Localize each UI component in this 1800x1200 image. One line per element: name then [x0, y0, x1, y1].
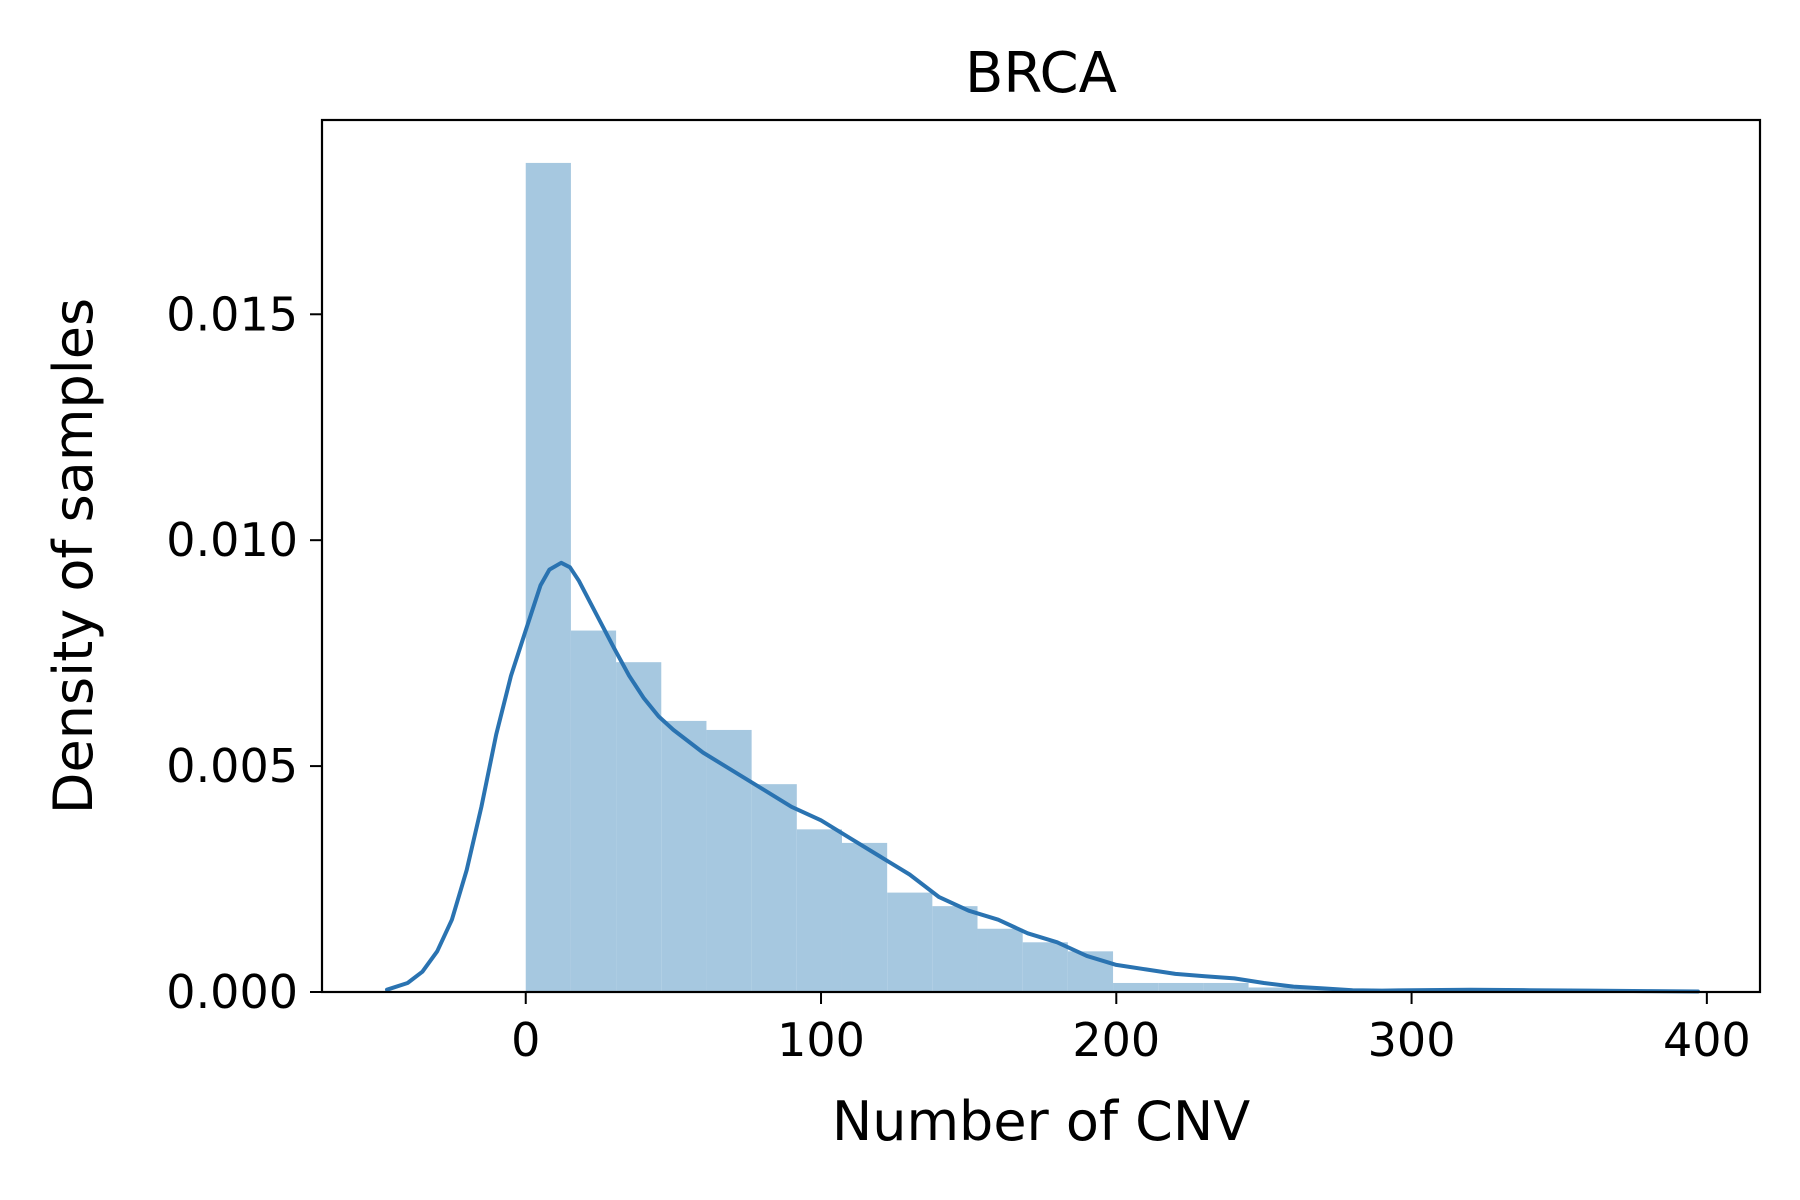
histogram-bar: [661, 720, 707, 992]
y-axis-ticks: 0.000 0.005 0.010 0.015: [166, 287, 322, 1019]
y-tick-label: 0.000: [166, 965, 298, 1019]
histogram-bar: [887, 892, 933, 992]
histogram-bar: [1113, 982, 1159, 992]
histogram-bar: [1022, 942, 1068, 992]
x-axis-label: Number of CNV: [832, 1090, 1250, 1153]
y-tick-label: 0.015: [166, 287, 298, 341]
x-axis-ticks: 0 100 200 300 400: [511, 992, 1751, 1067]
histogram-bar: [1248, 987, 1294, 992]
chart-title: BRCA: [965, 41, 1117, 106]
x-tick-label: 0: [511, 1013, 540, 1067]
x-tick-label: 400: [1663, 1013, 1751, 1067]
plot-frame: [320, 118, 1762, 994]
histogram-bar: [977, 928, 1023, 992]
histogram-bar: [1203, 982, 1249, 992]
density-curve-group: [385, 560, 1700, 994]
histogram-bar: [525, 162, 571, 992]
histogram-bar: [751, 784, 797, 992]
histogram-bars: [525, 162, 1701, 992]
density-curve: [385, 560, 1700, 994]
histogram-bar: [932, 906, 978, 992]
y-tick-label: 0.005: [166, 739, 298, 793]
histogram-bar: [1158, 982, 1204, 992]
x-tick-label: 300: [1368, 1013, 1456, 1067]
y-tick-label: 0.010: [166, 513, 298, 567]
histogram-bar: [616, 662, 662, 992]
y-axis-label: Density of samples: [42, 298, 105, 814]
x-tick-label: 100: [777, 1013, 865, 1067]
histogram-bar: [570, 630, 617, 992]
histogram-bar: [796, 829, 842, 992]
x-tick-label: 200: [1072, 1013, 1160, 1067]
histogram-bar: [841, 842, 888, 992]
histogram-bar: [706, 729, 752, 992]
